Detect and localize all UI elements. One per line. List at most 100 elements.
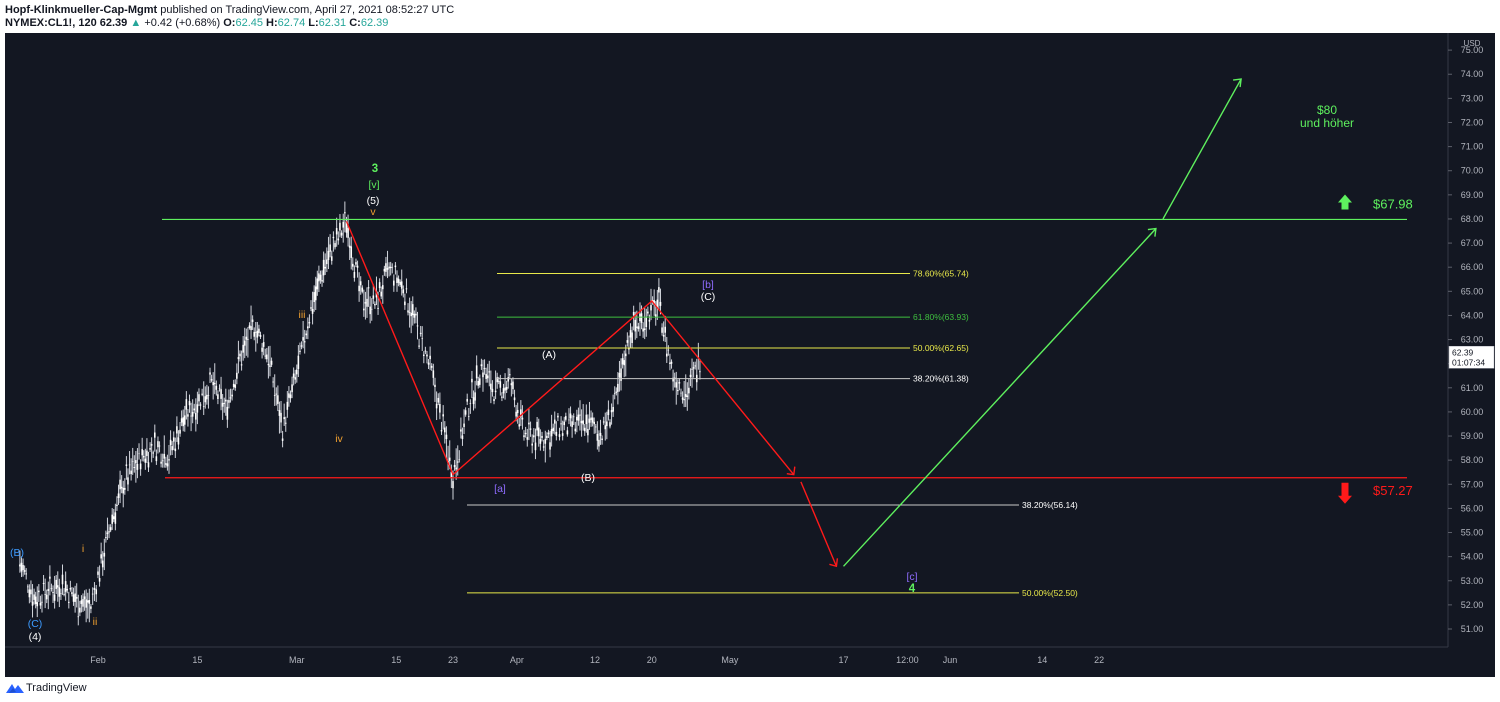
x-tick-label: 17 xyxy=(838,655,848,665)
last-price-tag-countdown: 01:07:34 xyxy=(1452,357,1485,367)
y-tick-label: 72.00 xyxy=(1461,117,1484,127)
y-tick-label: 55.00 xyxy=(1461,528,1484,538)
wave-label-b-paren: (B) xyxy=(581,472,595,484)
target-annotation-line2: und höher xyxy=(1300,116,1354,130)
plot-background xyxy=(5,33,1495,677)
down-arrow-icon xyxy=(1338,482,1352,504)
close-value: 62.39 xyxy=(360,17,389,29)
last-price: 62.39 xyxy=(99,17,128,29)
target-annotation-line1: $80 xyxy=(1317,103,1337,117)
y-tick-label: 58.00 xyxy=(1461,455,1484,465)
red-arrowhead-icon xyxy=(829,558,839,568)
y-tick-label: 66.00 xyxy=(1461,262,1484,272)
low-label: L: xyxy=(308,17,319,29)
wave-label-a-bracket: [a] xyxy=(494,483,506,495)
fib-level-label: 61.80%(63.93) xyxy=(913,312,969,322)
y-tick-label: 68.00 xyxy=(1461,214,1484,224)
wave-label-v-bracket: [v] xyxy=(368,179,379,191)
wave-label-3: 3 xyxy=(372,163,378,175)
x-tick-label: 23 xyxy=(448,655,458,665)
wave-label-v: v xyxy=(370,206,376,218)
y-tick-label: 75.00 xyxy=(1461,45,1484,55)
wave-label-c-bracket: [c] xyxy=(906,571,917,583)
y-tick-label: 59.00 xyxy=(1461,431,1484,441)
tradingview-brand[interactable]: TradingView xyxy=(26,682,87,694)
author-name[interactable]: Hopf-Klinkmueller-Cap-Mgmt xyxy=(5,4,158,16)
chart-footer xyxy=(0,677,1500,702)
y-tick-label: 61.00 xyxy=(1461,383,1484,393)
green-projection-line xyxy=(842,228,1157,567)
fib-level-label: 78.60%(65.74) xyxy=(913,268,969,278)
high-value: 62.74 xyxy=(277,17,306,29)
wave-label-iv: iv xyxy=(335,433,343,445)
y-tick-label: 69.00 xyxy=(1461,190,1484,200)
open-value: 62.45 xyxy=(235,17,263,29)
x-tick-label: 12 xyxy=(590,655,600,665)
fib-level-label: 50.00%(52.50) xyxy=(1022,588,1078,598)
change-up-icon: ▲ xyxy=(130,17,142,29)
x-tick-label: 22 xyxy=(1094,655,1104,665)
currency-label: USD xyxy=(1464,39,1481,48)
last-price-tag xyxy=(1448,346,1495,369)
green-arrowhead-icon xyxy=(1147,227,1157,237)
x-tick-label: 20 xyxy=(647,655,657,665)
symbol-label[interactable]: NYMEX:CL1!, 120 xyxy=(5,17,97,29)
chart-header: Hopf-Klinkmueller-Cap-Mgmt published on … xyxy=(0,0,1500,32)
red-wave-path xyxy=(345,221,795,476)
wave-label-a-paren: (A) xyxy=(542,349,556,361)
open-label: O: xyxy=(223,17,236,29)
y-tick-label: 52.00 xyxy=(1461,600,1484,610)
y-tick-label: 74.00 xyxy=(1461,69,1484,79)
y-tick-label: 60.00 xyxy=(1461,407,1484,417)
fib-level-label: 50.00%(62.65) xyxy=(913,343,969,353)
wave-label-i: i xyxy=(82,543,84,555)
publish-line: Hopf-Klinkmueller-Cap-Mgmt published on … xyxy=(5,4,454,16)
y-tick-label: 65.00 xyxy=(1461,286,1484,296)
x-tick-label: May xyxy=(721,655,739,665)
x-tick-label: 12:00 xyxy=(896,655,919,665)
wave-label-c-blue: (C) xyxy=(28,618,43,630)
wave-label-c-paren: (C) xyxy=(701,291,716,303)
x-tick-label: 14 xyxy=(1037,655,1047,665)
tradingview-logo-icon[interactable] xyxy=(5,681,25,695)
up-arrow-icon xyxy=(1338,194,1352,210)
y-tick-label: 67.00 xyxy=(1461,238,1484,248)
red-arrowhead-icon xyxy=(786,466,796,476)
y-tick-label: 73.00 xyxy=(1461,93,1484,103)
resistance-label: $67.98 xyxy=(1373,196,1413,211)
publish-info: published on TradingView.com, April 27, … xyxy=(160,4,455,16)
support-label: $57.27 xyxy=(1373,483,1413,498)
x-tick-label: 15 xyxy=(391,655,401,665)
wave-label-ii: ii xyxy=(93,616,98,628)
y-tick-label: 53.00 xyxy=(1461,576,1484,586)
green-arrowhead-icon xyxy=(1233,78,1242,88)
y-tick-label: 63.00 xyxy=(1461,335,1484,345)
wave-label-b-blue: (B) xyxy=(10,547,24,559)
ohlc-line: NYMEX:CL1!, 120 62.39 ▲ +0.42 (+0.68%) O… xyxy=(5,17,388,29)
y-tick-label: 57.00 xyxy=(1461,479,1484,489)
x-tick-label: Jun xyxy=(943,655,958,665)
low-value: 62.31 xyxy=(318,17,347,29)
fib-level-label: 38.20%(61.38) xyxy=(913,374,969,384)
chart-panel[interactable]: 51.00 52.00 53.00 54.00 55.00 56.00 57.00 58.00… xyxy=(5,33,1495,677)
high-label: H: xyxy=(266,17,278,29)
y-tick-label: 56.00 xyxy=(1461,503,1484,513)
green-projection-line xyxy=(1162,78,1242,220)
wave-label-4-paren: (4) xyxy=(29,631,42,643)
wave-label-4: 4 xyxy=(909,583,916,595)
x-tick-label: Mar xyxy=(289,655,305,665)
last-price-tag-price: 62.39 xyxy=(1452,347,1474,357)
price-change: +0.42 (+0.68%) xyxy=(144,17,221,29)
wave-label-iii: iii xyxy=(299,309,306,321)
x-tick-label: Apr xyxy=(510,655,524,665)
x-tick-label: 15 xyxy=(192,655,202,665)
y-tick-label: 64.00 xyxy=(1461,310,1484,320)
red-projection-line xyxy=(800,481,838,567)
price-chart[interactable]: 51.00 52.00 53.00 54.00 55.00 56.00 57.00 58.00… xyxy=(5,33,1495,677)
fib-level-label: 38.20%(56.14) xyxy=(1022,500,1078,510)
y-tick-label: 70.00 xyxy=(1461,166,1484,176)
wave-label-5: (5) xyxy=(367,195,380,207)
y-tick-label: 71.00 xyxy=(1461,142,1484,152)
close-label: C: xyxy=(349,17,361,29)
y-tick-label: 54.00 xyxy=(1461,552,1484,562)
